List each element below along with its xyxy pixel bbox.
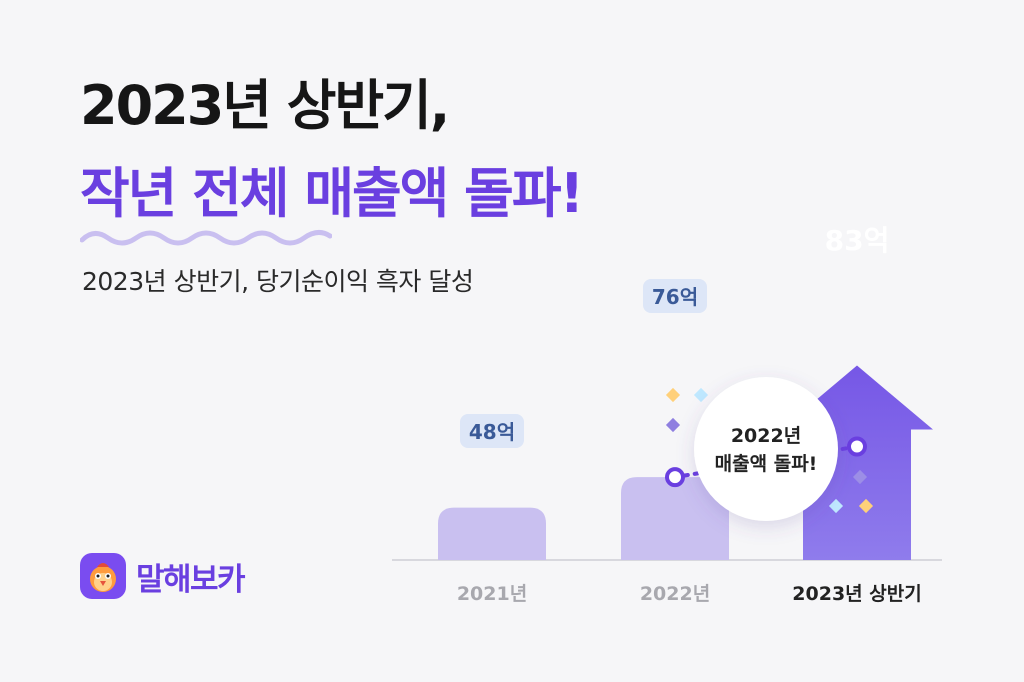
wavy-underline xyxy=(80,230,332,246)
value-label-bg xyxy=(460,414,524,448)
brand-logo: 말해보카 xyxy=(80,553,246,599)
sparkle-diamond xyxy=(828,498,844,514)
sparkle-diamond xyxy=(858,498,874,514)
parrot-mascot-icon xyxy=(80,553,126,599)
sparkle-diamond xyxy=(852,469,868,485)
value-label: 76억 xyxy=(652,285,698,309)
sparkle-diamond xyxy=(665,417,681,433)
callout-line1: 2022년 xyxy=(731,425,801,447)
callout-line2: 매출액 돌파! xyxy=(715,453,818,475)
value-label-bg xyxy=(643,279,707,313)
x-tick-label: 2021년 xyxy=(457,583,527,605)
callout-circle xyxy=(694,377,838,521)
trend-point xyxy=(847,436,867,457)
sparkle-diamond xyxy=(693,387,709,403)
headline-line2: 작년 전체 매출액 돌파! xyxy=(80,162,584,225)
bar-2022 xyxy=(621,477,729,560)
bar-2021 xyxy=(438,507,546,560)
value-label: 48억 xyxy=(469,420,515,444)
trend-point xyxy=(665,467,685,488)
x-tick-label: 2022년 xyxy=(640,583,710,605)
value-label: 83억 xyxy=(825,224,890,257)
subtitle: 2023년 상반기, 당기순이익 흑자 달성 xyxy=(82,267,474,296)
brand-name: 말해보카 xyxy=(136,561,246,598)
sparkle-diamond xyxy=(665,387,681,403)
x-tick-label: 2023년 상반기 xyxy=(792,583,921,605)
headline-line1: 2023년 상반기, xyxy=(80,74,450,137)
